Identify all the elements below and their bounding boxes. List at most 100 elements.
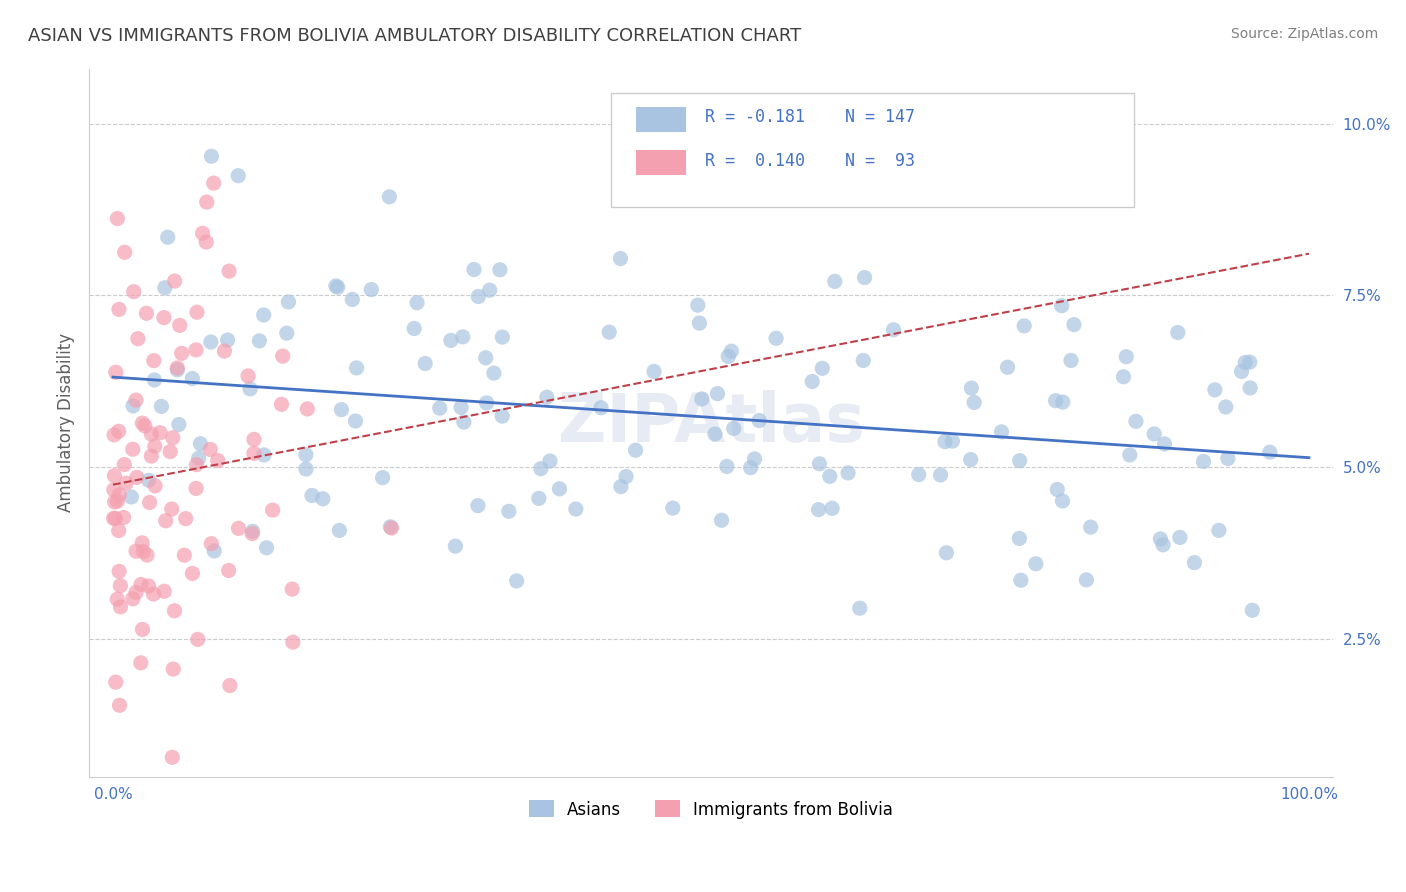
Immigrants from Bolivia (163, 604, 186, 618)
Asians (406, 295, 429, 310)
Asians (276, 326, 298, 341)
Asians (935, 546, 957, 560)
Immigrants from Bolivia (186, 305, 208, 319)
Immigrants from Bolivia (160, 502, 183, 516)
Asians (242, 524, 264, 539)
Asians (491, 409, 513, 423)
Asians (960, 381, 983, 395)
Immigrants from Bolivia (207, 453, 229, 467)
Immigrants from Bolivia (122, 285, 145, 299)
Asians (1080, 520, 1102, 534)
Asians (1208, 524, 1230, 538)
Asians (1008, 453, 1031, 467)
Asians (451, 330, 474, 344)
Asians (326, 280, 349, 294)
Asians (1230, 364, 1253, 378)
Asians (610, 479, 633, 493)
Asians (1012, 318, 1035, 333)
Asians (153, 281, 176, 295)
Asians (1216, 451, 1239, 466)
Asians (360, 283, 382, 297)
Asians (818, 469, 841, 483)
Asians (342, 293, 364, 307)
Immigrants from Bolivia (143, 439, 166, 453)
Immigrants from Bolivia (149, 425, 172, 440)
Asians (325, 279, 347, 293)
Asians (200, 334, 222, 349)
Immigrants from Bolivia (103, 483, 125, 497)
Asians (548, 482, 571, 496)
Immigrants from Bolivia (200, 537, 222, 551)
Asians (883, 323, 905, 337)
Asians (852, 353, 875, 368)
Immigrants from Bolivia (153, 584, 176, 599)
Asians (190, 436, 212, 450)
Asians (1168, 531, 1191, 545)
Asians (614, 469, 637, 483)
Immigrants from Bolivia (125, 544, 148, 558)
Immigrants from Bolivia (129, 656, 152, 670)
Asians (1008, 532, 1031, 546)
Immigrants from Bolivia (114, 245, 136, 260)
Asians (1060, 353, 1083, 368)
Immigrants from Bolivia (153, 310, 176, 325)
Asians (150, 400, 173, 414)
Asians (720, 344, 742, 359)
Immigrants from Bolivia (136, 548, 159, 562)
Asians (463, 262, 485, 277)
Asians (187, 451, 209, 466)
Asians (429, 401, 451, 416)
Y-axis label: Ambulatory Disability: Ambulatory Disability (58, 333, 75, 512)
Asians (482, 366, 505, 380)
Asians (688, 316, 710, 330)
Asians (1143, 426, 1166, 441)
Immigrants from Bolivia (107, 425, 129, 439)
Asians (143, 373, 166, 387)
Asians (453, 415, 475, 429)
Asians (1010, 573, 1032, 587)
Asians (167, 417, 190, 432)
Asians (1184, 556, 1206, 570)
Asians (277, 295, 299, 310)
Asians (1025, 557, 1047, 571)
Asians (710, 513, 733, 527)
Asians (1149, 532, 1171, 546)
Asians (959, 452, 981, 467)
Immigrants from Bolivia (155, 514, 177, 528)
Asians (853, 270, 876, 285)
Asians (1239, 381, 1261, 395)
Asians (467, 499, 489, 513)
Asians (413, 357, 436, 371)
Asians (122, 399, 145, 413)
Asians (295, 448, 318, 462)
Immigrants from Bolivia (104, 495, 127, 509)
Immigrants from Bolivia (142, 587, 165, 601)
Immigrants from Bolivia (132, 544, 155, 558)
Immigrants from Bolivia (270, 397, 292, 411)
Asians (404, 321, 426, 335)
Immigrants from Bolivia (218, 264, 240, 278)
Immigrants from Bolivia (271, 349, 294, 363)
Immigrants from Bolivia (187, 632, 209, 647)
Asians (530, 461, 553, 475)
Immigrants from Bolivia (186, 458, 208, 472)
Immigrants from Bolivia (162, 750, 184, 764)
Immigrants from Bolivia (108, 302, 131, 317)
Asians (1204, 383, 1226, 397)
Asians (717, 350, 740, 364)
Asians (527, 491, 550, 506)
Asians (690, 392, 713, 406)
Text: ZIPAtlas: ZIPAtlas (558, 390, 865, 456)
Immigrants from Bolivia (195, 235, 218, 249)
Asians (328, 524, 350, 538)
Immigrants from Bolivia (131, 623, 153, 637)
Asians (536, 390, 558, 404)
Immigrants from Bolivia (141, 449, 163, 463)
Immigrants from Bolivia (138, 495, 160, 509)
Immigrants from Bolivia (134, 418, 156, 433)
Immigrants from Bolivia (104, 675, 127, 690)
Immigrants from Bolivia (166, 361, 188, 376)
Immigrants from Bolivia (105, 592, 128, 607)
Asians (538, 454, 561, 468)
Asians (703, 427, 725, 442)
